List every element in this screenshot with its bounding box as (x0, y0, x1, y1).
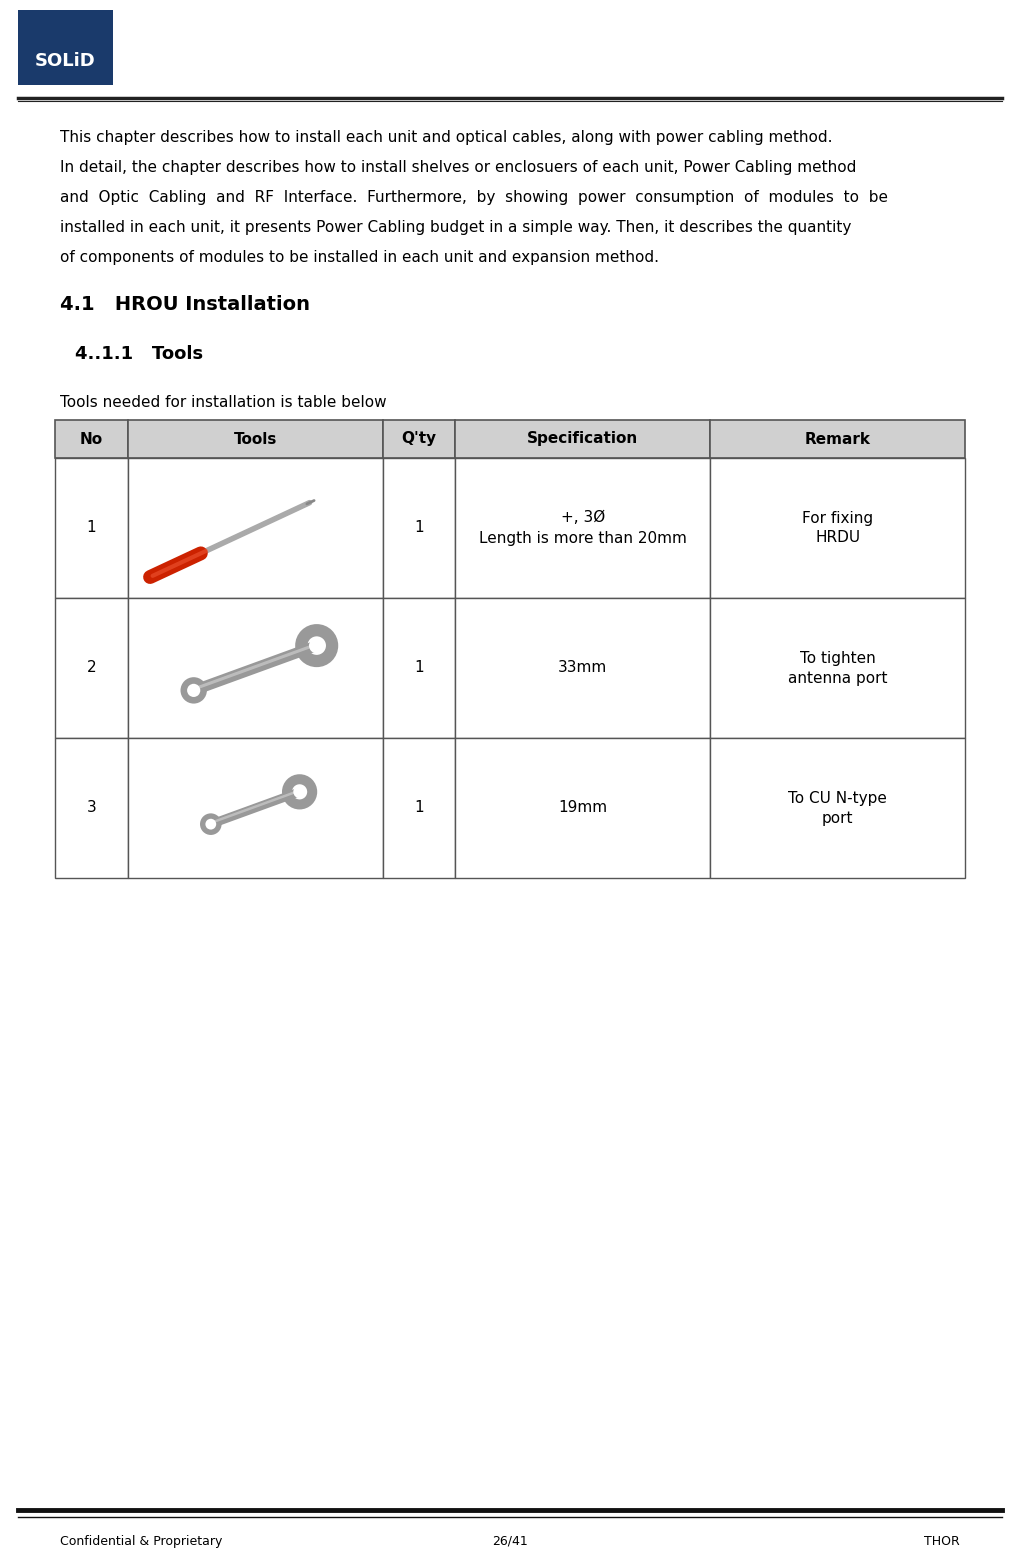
Bar (709, 420, 964, 458)
Text: Q'ty: Q'ty (401, 431, 436, 447)
Text: Specification: Specification (527, 431, 638, 447)
Circle shape (186, 683, 200, 697)
Text: In detail, the chapter describes how to install shelves or enclosuers of each un: In detail, the chapter describes how to … (60, 159, 856, 175)
Bar (382, 738, 454, 878)
Bar (127, 738, 382, 878)
Text: port: port (821, 811, 853, 825)
Text: HRDU: HRDU (814, 530, 859, 545)
Text: 4.1   HROU Installation: 4.1 HROU Installation (60, 295, 310, 314)
Bar (382, 599, 454, 738)
Text: of components of modules to be installed in each unit and expansion method.: of components of modules to be installed… (60, 250, 658, 266)
Text: This chapter describes how to install each unit and optical cables, along with p: This chapter describes how to install ea… (60, 130, 832, 145)
Text: and  Optic  Cabling  and  RF  Interface.  Furthermore,  by  showing  power  cons: and Optic Cabling and RF Interface. Furt… (60, 191, 888, 205)
Bar (55, 458, 127, 599)
Text: +, 3Ø: +, 3Ø (560, 511, 604, 525)
Text: Tools: Tools (233, 431, 276, 447)
Text: For fixing: For fixing (801, 511, 872, 525)
Text: Remark: Remark (804, 431, 870, 447)
Bar (127, 458, 382, 599)
Text: 26/41: 26/41 (491, 1535, 528, 1547)
Bar (127, 420, 382, 458)
Text: Confidential & Proprietary: Confidential & Proprietary (60, 1535, 222, 1547)
Text: 33mm: 33mm (557, 661, 607, 675)
Bar (709, 599, 964, 738)
Bar (382, 458, 454, 599)
Text: No: No (79, 431, 103, 447)
Bar (55, 599, 127, 738)
Text: Tools needed for installation is table below: Tools needed for installation is table b… (60, 395, 386, 410)
Text: installed in each unit, it presents Power Cabling budget in a simple way. Then, : installed in each unit, it presents Powe… (60, 220, 851, 234)
Text: 19mm: 19mm (557, 800, 606, 816)
Text: 2: 2 (87, 661, 96, 675)
Text: 1: 1 (87, 520, 96, 536)
Circle shape (293, 786, 306, 799)
Bar (55, 420, 127, 458)
Bar (454, 420, 709, 458)
Text: Length is more than 20mm: Length is more than 20mm (478, 530, 686, 545)
Bar (127, 599, 382, 738)
Bar (18, 9, 113, 84)
Bar (454, 738, 709, 878)
Bar (454, 458, 709, 599)
Bar (55, 738, 127, 878)
Bar (709, 458, 964, 599)
Bar (382, 420, 454, 458)
Text: 1: 1 (414, 520, 424, 536)
Circle shape (309, 638, 324, 653)
Text: 3: 3 (87, 800, 96, 816)
Text: To tighten: To tighten (799, 650, 874, 666)
Text: 4..1.1   Tools: 4..1.1 Tools (75, 345, 203, 363)
Circle shape (180, 677, 207, 703)
Text: To CU N-type: To CU N-type (788, 791, 887, 805)
Text: SOLiD: SOLiD (35, 52, 96, 70)
Text: 1: 1 (414, 661, 424, 675)
Text: THOR: THOR (923, 1535, 959, 1547)
Bar (709, 738, 964, 878)
Text: antenna port: antenna port (787, 671, 887, 686)
Bar (454, 599, 709, 738)
Circle shape (205, 819, 216, 830)
Circle shape (200, 813, 221, 835)
Text: 1: 1 (414, 800, 424, 816)
